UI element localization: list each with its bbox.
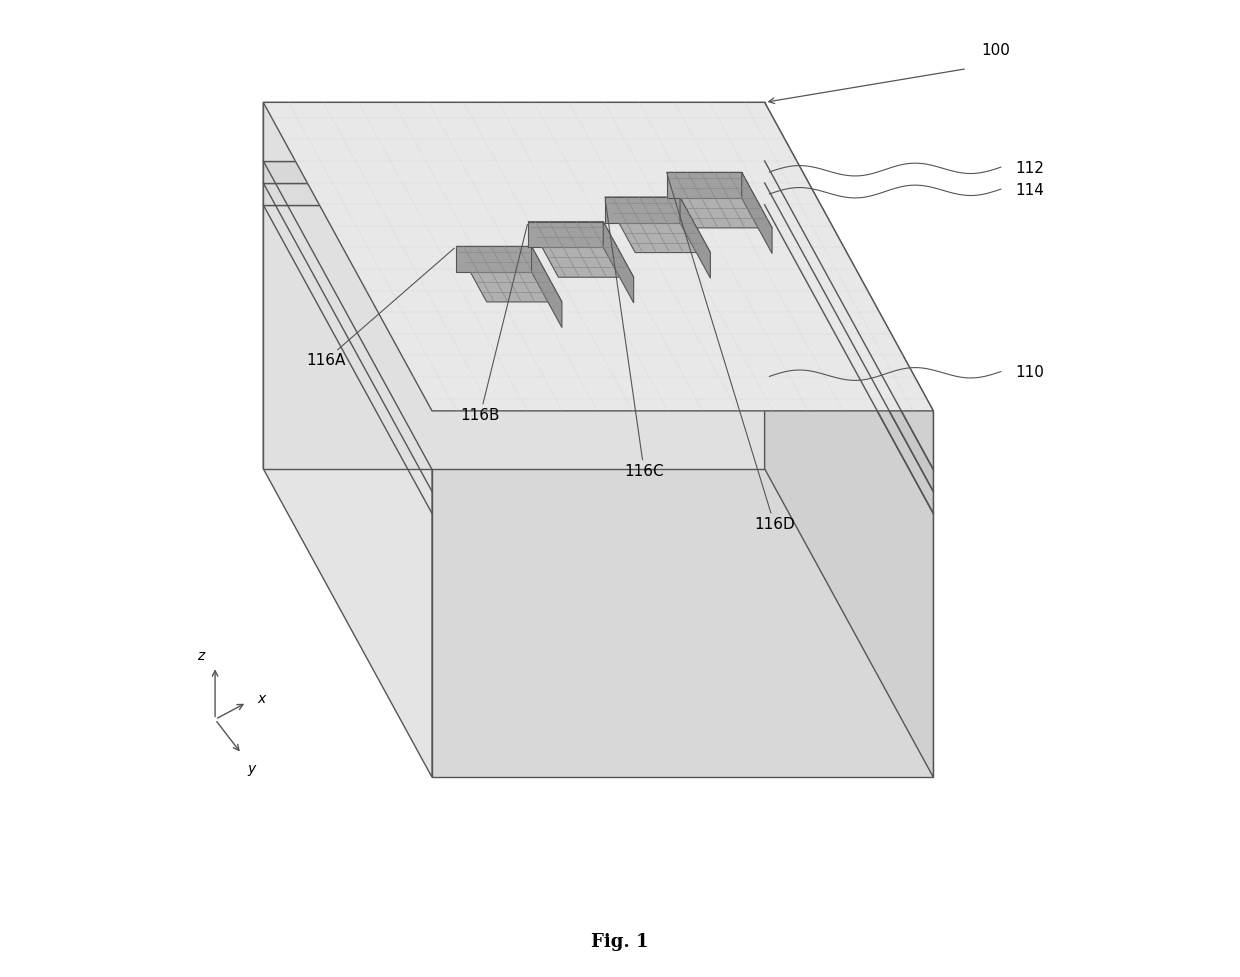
Polygon shape xyxy=(456,247,532,273)
Polygon shape xyxy=(456,247,562,303)
Text: Fig. 1: Fig. 1 xyxy=(591,932,649,951)
Text: 112: 112 xyxy=(1016,160,1044,176)
Text: x: x xyxy=(257,691,265,704)
Text: 114: 114 xyxy=(1016,183,1044,197)
Text: 116A: 116A xyxy=(306,249,454,368)
Polygon shape xyxy=(765,104,934,470)
Text: z: z xyxy=(197,648,205,662)
Polygon shape xyxy=(604,223,634,304)
Polygon shape xyxy=(263,184,765,206)
Polygon shape xyxy=(667,173,742,198)
Text: y: y xyxy=(247,761,255,776)
Polygon shape xyxy=(765,206,934,778)
Text: 110: 110 xyxy=(1016,364,1044,380)
Text: 116C: 116C xyxy=(605,200,663,479)
Polygon shape xyxy=(680,197,711,278)
Polygon shape xyxy=(263,206,765,469)
Polygon shape xyxy=(605,197,680,224)
Polygon shape xyxy=(263,104,765,162)
Polygon shape xyxy=(532,247,562,328)
Polygon shape xyxy=(528,223,604,248)
Polygon shape xyxy=(263,104,432,778)
Text: 116B: 116B xyxy=(460,225,527,423)
Polygon shape xyxy=(528,223,634,278)
Polygon shape xyxy=(605,197,711,253)
Polygon shape xyxy=(765,162,934,492)
Polygon shape xyxy=(742,173,773,254)
Polygon shape xyxy=(432,411,934,778)
Text: 100: 100 xyxy=(982,43,1011,58)
Polygon shape xyxy=(263,104,934,411)
Polygon shape xyxy=(667,173,773,229)
Polygon shape xyxy=(263,162,765,184)
Text: 116D: 116D xyxy=(667,176,795,531)
Polygon shape xyxy=(765,184,934,514)
